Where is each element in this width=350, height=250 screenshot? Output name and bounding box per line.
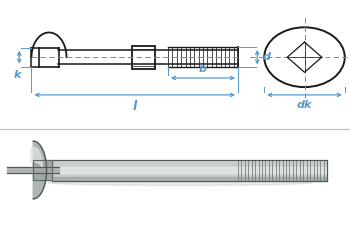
Bar [52,177,327,180]
Text: d: d [262,52,271,62]
Bar [52,168,327,172]
Text: b: b [199,64,207,74]
Bar [33,160,52,180]
Bar [33,160,52,180]
Bar [7,168,59,172]
Text: dk: dk [297,100,312,110]
Bar [52,160,327,180]
Text: l: l [133,100,137,112]
Polygon shape [33,141,47,199]
Text: k: k [14,70,21,80]
Bar [39,48,59,66]
Bar [132,46,155,69]
Ellipse shape [48,180,313,186]
